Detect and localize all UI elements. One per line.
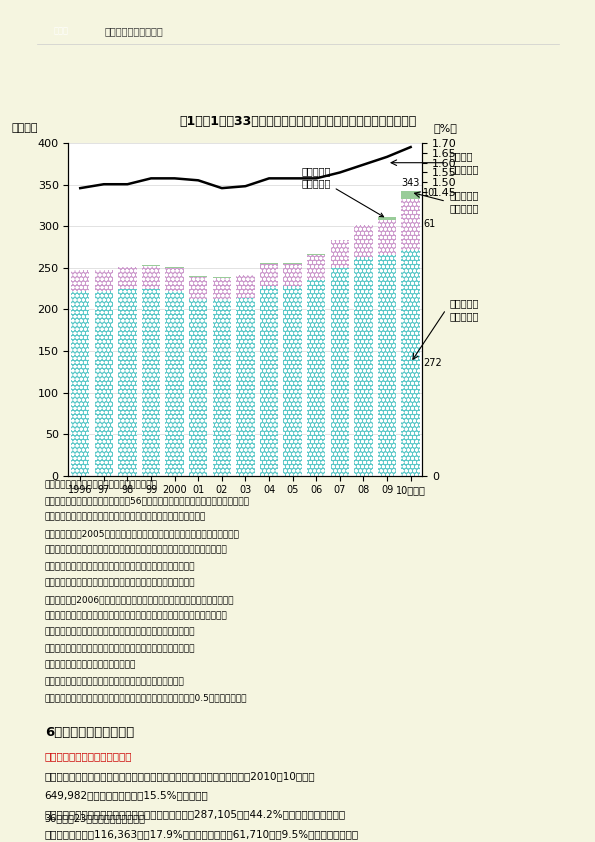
- Bar: [212, 278, 231, 300]
- Text: 343: 343: [402, 178, 420, 188]
- Bar: [283, 264, 302, 286]
- Bar: [165, 268, 184, 291]
- Bar: [165, 291, 184, 476]
- Text: （注）　１）雇用義務のある企業（56人以上規模の企業）についての集計である。: （注） １）雇用義務のある企業（56人以上規模の企業）についての集計である。: [45, 497, 250, 505]
- Bar: [307, 254, 325, 280]
- Text: 国籍別に外国人労働者数をみると、中国が最も多く287,105人で44.2%と半数ちかくを占め、: 国籍別に外国人労働者数をみると、中国が最も多く287,105人で44.2%と半数…: [45, 810, 346, 819]
- Text: 第1－（1）－33図　雇用されている障害者の数と実雇用率の推移: 第1－（1）－33図 雇用されている障害者の数と実雇用率の推移: [179, 115, 416, 128]
- Bar: [378, 220, 396, 255]
- Bar: [378, 255, 396, 476]
- Bar: [402, 199, 420, 249]
- Text: ２）「障害者の数」とは、次に掲げる者の合計数である。: ２）「障害者の数」とは、次に掲げる者の合計数である。: [45, 513, 206, 522]
- Bar: [236, 298, 255, 476]
- Text: 6）　外国人の雇用状況: 6） 外国人の雇用状況: [45, 726, 134, 739]
- Bar: [142, 266, 160, 290]
- Text: 649,982人であり、前年より15.5%増加した。: 649,982人であり、前年より15.5%増加した。: [45, 790, 208, 800]
- Bar: [71, 291, 89, 476]
- Text: 知的障害者（重度知的障害者はダブルカウント）: 知的障害者（重度知的障害者はダブルカウント）: [45, 546, 227, 555]
- Bar: [354, 226, 372, 257]
- Bar: [331, 268, 349, 476]
- Text: 2006年～　身体障害者（重度身体障害者はダブルカウント）: 2006年～ 身体障害者（重度身体障害者はダブルカウント）: [45, 594, 234, 604]
- Bar: [212, 300, 231, 476]
- Text: （外国人労働者数は増加傾向）: （外国人労働者数は増加傾向）: [45, 751, 132, 761]
- Text: 知的障害者（重度知的障害者はダブルカウント）: 知的障害者（重度知的障害者はダブルカウント）: [45, 611, 227, 621]
- Bar: [283, 286, 302, 476]
- Text: 労働経済の推移と特徴: 労働経済の推移と特徴: [104, 26, 163, 36]
- Text: 精神障害者: 精神障害者: [45, 660, 136, 669]
- Text: （精神障害者である短時間労働者は0.5人でカウント）: （精神障害者である短時間労働者は0.5人でカウント）: [45, 694, 247, 702]
- Bar: [118, 267, 137, 290]
- Bar: [189, 300, 208, 476]
- Text: 精神障害者
（左目盛）: 精神障害者 （左目盛）: [302, 167, 384, 216]
- Text: 重度知的障害者である短時間労働者: 重度知的障害者である短時間労働者: [45, 578, 195, 588]
- Text: 精神障害者である短時間労働者: 精神障害者である短時間労働者: [45, 677, 184, 686]
- Text: 資料出所　厚生労働省「障害者雇用状況報告」: 資料出所 厚生労働省「障害者雇用状況報告」: [45, 480, 158, 489]
- Bar: [71, 269, 89, 291]
- Text: ～2005年　　身体障害者（重度身体障害者はダブルカウント）: ～2005年 身体障害者（重度身体障害者はダブルカウント）: [45, 530, 240, 538]
- Text: 第１章: 第１章: [53, 27, 68, 35]
- Text: 知的障害者
（左目盛）: 知的障害者 （左目盛）: [449, 189, 478, 213]
- Bar: [402, 190, 420, 199]
- Text: 61: 61: [423, 219, 435, 229]
- Bar: [260, 286, 278, 476]
- Bar: [354, 257, 372, 476]
- Bar: [331, 241, 349, 268]
- Bar: [118, 290, 137, 476]
- Text: 外国人雇用状況の届出により、我が国で働く外国人労働者数をみると、2010年10月末で: 外国人雇用状況の届出により、我が国で働く外国人労働者数をみると、2010年10月…: [45, 771, 315, 781]
- Text: 次いでブラジルの116,363人（17.9%）、フィリピンの61,710人（9.5%）となっている。: 次いでブラジルの116,363人（17.9%）、フィリピンの61,710人（9.…: [45, 829, 359, 839]
- Bar: [402, 249, 420, 476]
- Bar: [95, 291, 113, 476]
- Text: 36　平成23年版　労働経済の分析: 36 平成23年版 労働経済の分析: [45, 813, 146, 823]
- Text: 重度知的障害者である短時間労働者: 重度知的障害者である短時間労働者: [45, 644, 195, 653]
- Bar: [95, 269, 113, 291]
- Text: 実雇用率
（右目盛）: 実雇用率 （右目盛）: [449, 151, 478, 174]
- Bar: [260, 264, 278, 286]
- Bar: [307, 280, 325, 476]
- Text: （%）: （%）: [433, 123, 457, 133]
- Text: 重度身体障害者である短時間労働者: 重度身体障害者である短時間労働者: [45, 628, 195, 637]
- Bar: [142, 290, 160, 476]
- Text: （千人）: （千人）: [12, 123, 38, 133]
- Text: 272: 272: [423, 358, 441, 368]
- Bar: [236, 275, 255, 298]
- Text: 10: 10: [423, 188, 435, 198]
- Bar: [378, 217, 396, 220]
- Text: 身体障害者
（左目盛）: 身体障害者 （左目盛）: [449, 298, 478, 321]
- Text: 重度身体障害者である短時間労働者: 重度身体障害者である短時間労働者: [45, 562, 195, 571]
- Bar: [189, 277, 208, 300]
